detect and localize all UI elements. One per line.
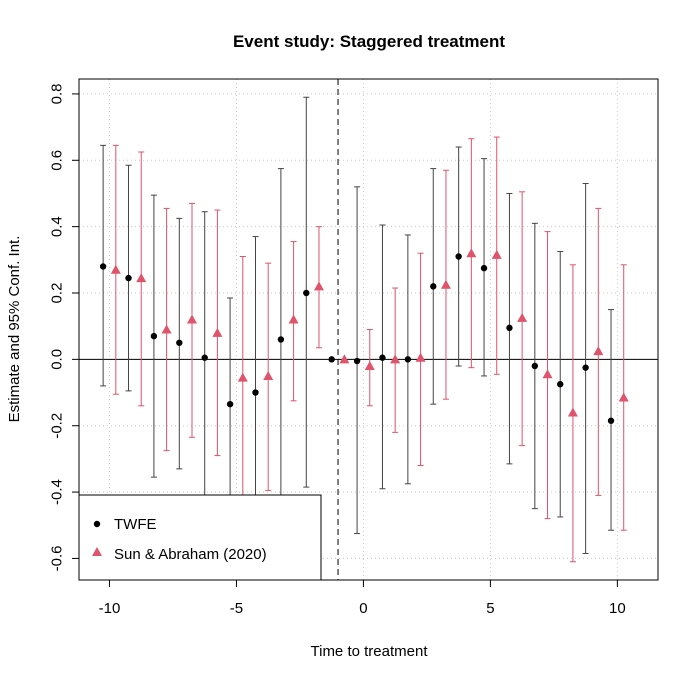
point-twfe	[150, 332, 158, 340]
point-sun-abraham	[466, 248, 477, 258]
y-axis: -0.6 -0.4 -0.2 0.0 0.2 0.4 0.6 0.8	[49, 84, 79, 572]
point-sun-abraham	[288, 314, 299, 324]
legend-marker-sun-abraham	[92, 547, 102, 556]
y-tick-label: 0.2	[49, 283, 66, 304]
point-sun-abraham	[415, 352, 426, 362]
point-sun-abraham	[542, 369, 553, 379]
y-tick-label: -0.6	[49, 546, 66, 572]
x-tick-label: 0	[359, 600, 367, 617]
x-tick-label: 5	[486, 600, 494, 617]
x-tick-label: 10	[609, 600, 626, 617]
point-sun-abraham	[110, 264, 121, 274]
legend-marker-twfe	[93, 520, 101, 528]
point-twfe	[226, 400, 234, 408]
point-twfe	[125, 274, 132, 282]
series-twfe	[99, 96, 615, 554]
point-twfe	[430, 283, 437, 290]
point-twfe	[353, 357, 361, 365]
point-twfe	[455, 253, 462, 260]
point-twfe	[379, 354, 386, 361]
y-tick-label: 0.0	[49, 349, 66, 370]
point-twfe	[404, 356, 412, 363]
point-sun-abraham	[339, 354, 350, 364]
point-twfe	[277, 336, 285, 343]
point-sun-abraham	[187, 314, 198, 324]
point-twfe	[201, 354, 208, 361]
point-twfe	[176, 339, 183, 346]
plot-frame	[78, 78, 659, 581]
point-sun-abraham	[313, 281, 324, 291]
point-twfe	[506, 324, 513, 332]
point-twfe	[607, 417, 615, 424]
point-sun-abraham	[593, 346, 604, 356]
point-twfe	[99, 263, 107, 270]
point-twfe	[557, 381, 564, 388]
y-axis-label: Estimate and 95% Conf. Int.	[6, 236, 23, 423]
legend-label-twfe: TWFE	[114, 516, 157, 533]
x-axis: -10 -5 0 5 10	[99, 580, 626, 617]
series-sun-abraham	[110, 136, 629, 563]
x-axis-label: Time to treatment	[311, 643, 429, 660]
point-sun-abraham	[390, 354, 401, 364]
point-sun-abraham	[161, 324, 172, 334]
point-sun-abraham	[567, 407, 578, 417]
point-twfe	[582, 364, 589, 371]
point-twfe	[252, 389, 259, 396]
point-sun-abraham	[136, 273, 147, 283]
point-sun-abraham	[517, 312, 528, 322]
x-tick-label: -10	[99, 600, 121, 617]
legend: TWFE Sun & Abraham (2020)	[78, 494, 322, 581]
y-tick-label: -0.2	[49, 413, 66, 439]
chart-title: Event study: Staggered treatment	[233, 32, 505, 51]
point-sun-abraham	[212, 327, 223, 337]
legend-box	[78, 494, 322, 581]
reference-lines	[79, 79, 658, 580]
point-sun-abraham	[237, 372, 248, 382]
point-twfe	[531, 362, 539, 370]
point-sun-abraham	[491, 249, 502, 259]
plot-marks	[99, 96, 629, 563]
legend-label-sun-abraham: Sun & Abraham (2020)	[114, 546, 267, 563]
y-tick-label: 0.4	[49, 216, 66, 237]
x-tick-label: -5	[230, 600, 243, 617]
point-twfe	[328, 356, 335, 363]
point-sun-abraham	[364, 360, 375, 370]
point-sun-abraham	[440, 279, 451, 289]
y-tick-label: 0.6	[49, 150, 66, 171]
y-tick-label: 0.8	[49, 84, 66, 105]
point-twfe	[480, 264, 488, 272]
point-twfe	[303, 289, 310, 297]
y-tick-label: -0.4	[49, 479, 66, 505]
point-sun-abraham	[618, 392, 629, 402]
point-sun-abraham	[263, 370, 274, 380]
